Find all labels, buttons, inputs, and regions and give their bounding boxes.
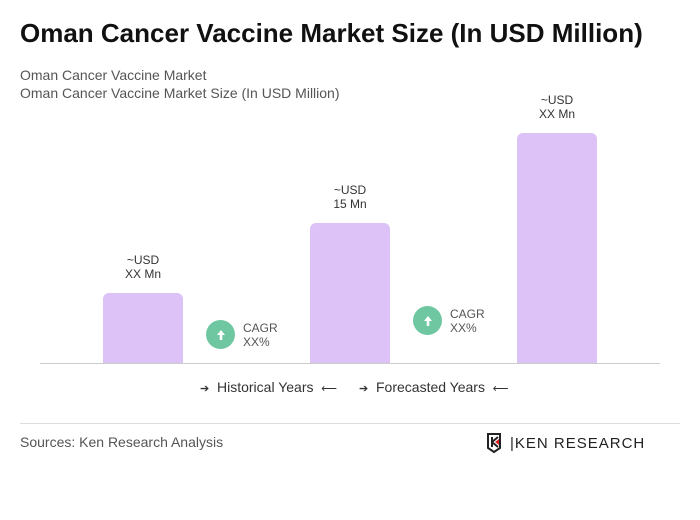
cagr-indicator-2: CAGR XX%: [413, 306, 485, 335]
x-axis: [40, 363, 660, 364]
data-label-line: ~USD: [126, 252, 160, 267]
arrow-up-icon: [206, 320, 235, 349]
arrow-left-icon: ⟵: [321, 383, 338, 395]
bar: [310, 222, 390, 363]
bar-data-label: ~USD XX Mn: [83, 253, 203, 281]
data-label-line: ~USD: [333, 182, 367, 197]
cagr-label: CAGR: [450, 306, 485, 321]
chart-subtitle-2: Oman Cancer Vaccine Market Size (In USD …: [20, 85, 340, 101]
data-label-line: ~USD: [540, 93, 574, 107]
bar: [517, 133, 597, 363]
legend-forecasted: ➔ Forecasted Years ⟵: [359, 379, 509, 395]
data-label-line: XX Mn: [538, 107, 575, 121]
cagr-label: CAGR: [243, 320, 278, 335]
bar-data-label: ~USD XX Mn: [497, 93, 617, 121]
arrow-right-icon: ➔: [200, 383, 210, 395]
data-label-line: 15 Mn: [333, 196, 367, 211]
footer-divider: [20, 423, 680, 424]
bar: [103, 292, 183, 363]
data-label-line: XX Mn: [124, 266, 161, 281]
sources-text: Sources: Ken Research Analysis: [20, 434, 224, 450]
cagr-indicator-1: CAGR XX%: [206, 320, 278, 349]
legend-label: Forecasted Years: [376, 379, 485, 395]
chart-subtitle: Oman Cancer Vaccine Market: [20, 67, 207, 83]
ken-research-logo: |KEN RESEARCH: [486, 432, 645, 454]
legend-label: Historical Years: [217, 379, 314, 395]
bar-data-label: ~USD 15 Mn: [290, 183, 410, 211]
cagr-value: XX%: [450, 320, 477, 335]
legend-historical: ➔ Historical Years ⟵: [200, 379, 337, 395]
cagr-value: XX%: [243, 334, 270, 349]
chart-title: Oman Cancer Vaccine Market Size (In USD …: [20, 18, 643, 48]
ken-logo-icon: [487, 433, 501, 454]
arrow-right-icon: ➔: [359, 383, 369, 395]
arrow-up-icon: [413, 306, 442, 335]
arrow-left-icon: ⟵: [492, 383, 509, 395]
